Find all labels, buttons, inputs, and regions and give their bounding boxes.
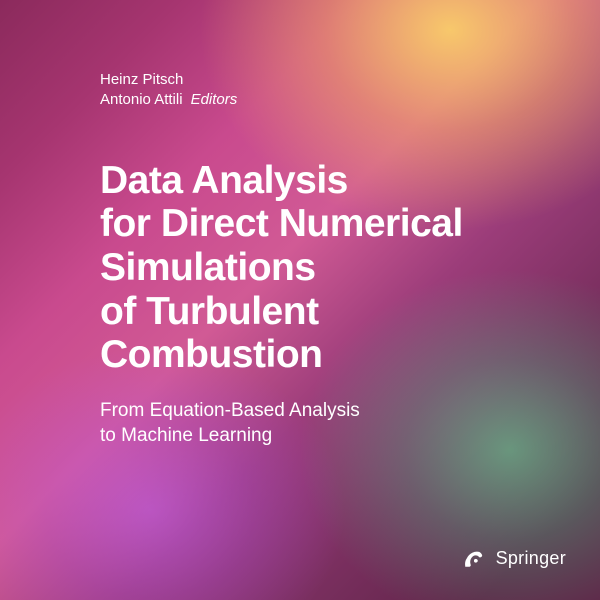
title-line: for Direct Numerical: [100, 202, 560, 246]
editor-name: Heinz Pitsch: [100, 70, 560, 90]
title-line: Combustion: [100, 333, 560, 377]
book-title: Data Analysis for Direct Numerical Simul…: [100, 159, 560, 377]
book-subtitle: From Equation-Based Analysis to Machine …: [100, 399, 560, 448]
title-line: Simulations: [100, 246, 560, 290]
subtitle-line: From Equation-Based Analysis: [100, 399, 560, 424]
editors-block: Heinz Pitsch Antonio Attili Editors: [100, 70, 560, 111]
book-cover: Heinz Pitsch Antonio Attili Editors Data …: [0, 0, 600, 600]
editor-name: Antonio Attili: [100, 91, 183, 108]
publisher-name: Springer: [496, 548, 566, 569]
publisher-block: Springer: [460, 544, 566, 572]
editor-line: Antonio Attili Editors: [100, 90, 560, 110]
title-line: Data Analysis: [100, 159, 560, 203]
springer-horse-icon: [460, 544, 488, 572]
cover-content: Heinz Pitsch Antonio Attili Editors Data …: [100, 70, 560, 448]
subtitle-line: to Machine Learning: [100, 424, 560, 449]
editors-role: Editors: [191, 91, 238, 108]
title-line: of Turbulent: [100, 290, 560, 334]
